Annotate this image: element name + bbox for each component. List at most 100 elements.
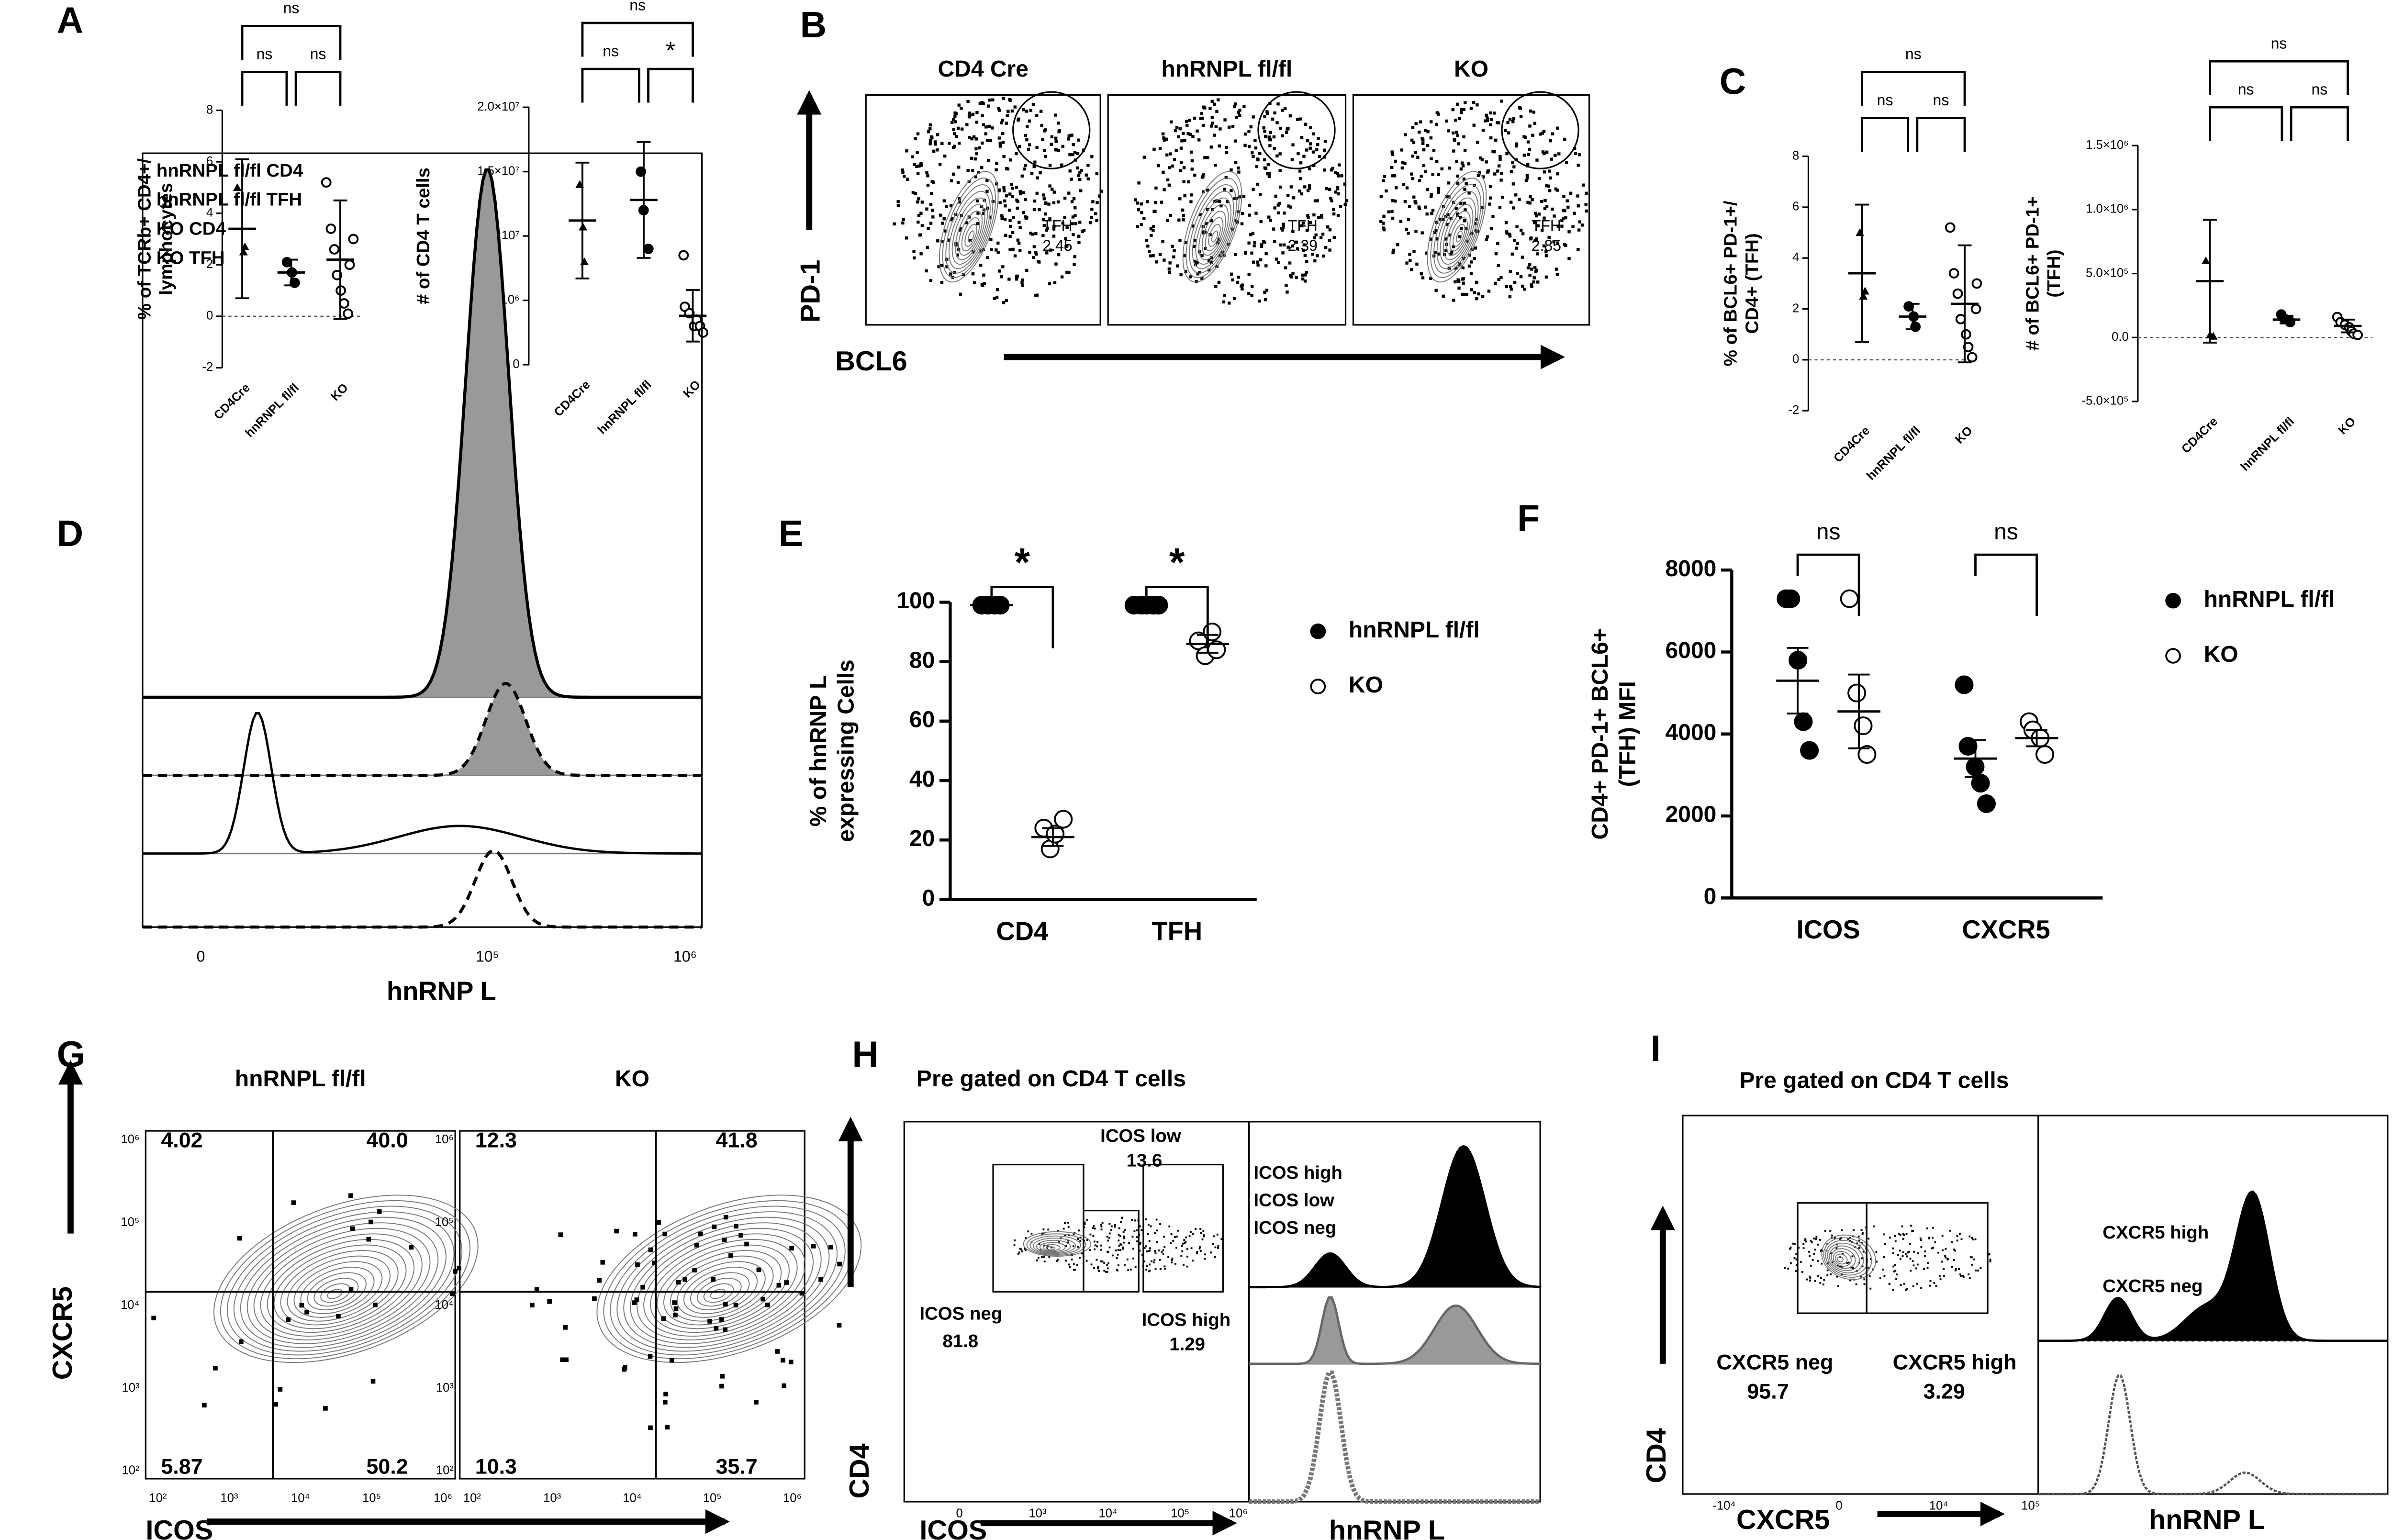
event-dot: [1100, 1260, 1102, 1262]
event-dot: [1315, 148, 1319, 152]
event-dot: [1507, 131, 1510, 134]
y-tick-label: 0: [922, 885, 935, 911]
event-dot: [1018, 1251, 1020, 1254]
histogram: [142, 712, 702, 855]
event-dot: [1258, 299, 1261, 303]
event-dot: [1029, 232, 1032, 235]
event-dot: [1023, 167, 1026, 171]
event-dot: [1455, 102, 1459, 106]
contour: [1443, 204, 1474, 260]
event-dot: [632, 1300, 637, 1305]
legend-label: CXCR5 neg: [2102, 1276, 2203, 1296]
event-dot: [1336, 186, 1339, 190]
event-dot: [1290, 158, 1294, 161]
event-dot: [1805, 1240, 1807, 1243]
event-dot: [1096, 1241, 1099, 1243]
event-dot: [1092, 1227, 1094, 1229]
event-dot: [1526, 163, 1530, 166]
histogram: [2038, 1374, 2388, 1495]
contour: [683, 1266, 758, 1314]
event-dot: [1419, 120, 1422, 123]
gate-value: 3.29: [1923, 1379, 1965, 1403]
event-dot: [1300, 135, 1304, 139]
event-dot: [1529, 109, 1532, 113]
event-dot: [1497, 278, 1500, 281]
event-dot: [336, 1314, 341, 1319]
event-dot: [1316, 199, 1319, 202]
event-dot: [1841, 1229, 1843, 1231]
axis-title: CD4: [844, 1443, 875, 1498]
event-dot: [1146, 200, 1149, 203]
event-dot: [1272, 135, 1276, 139]
event-dot: [720, 1373, 725, 1379]
event-dot: [1172, 1239, 1174, 1242]
event-dot: [1532, 111, 1536, 114]
event-dot: [1437, 187, 1441, 190]
event-dot: [1009, 224, 1012, 228]
event-dot: [1088, 221, 1092, 224]
event-dot: [998, 269, 1001, 273]
contour: [1449, 217, 1468, 252]
event-dot: [1123, 1237, 1125, 1239]
event-dot: [974, 147, 978, 151]
event-dot: [1206, 156, 1209, 159]
event-dot: [1574, 152, 1577, 156]
event-dot: [1496, 242, 1499, 246]
x-tick-label: 10³: [220, 1491, 238, 1505]
event-dot: [1863, 1278, 1866, 1281]
event-dot: [1941, 1235, 1944, 1237]
data-point: [678, 250, 689, 261]
event-dot: [1543, 207, 1547, 211]
event-dot: [1892, 1252, 1894, 1254]
event-dot: [1485, 237, 1488, 241]
x-tick-label: 10⁶: [673, 948, 697, 965]
event-dot: [1815, 1236, 1818, 1238]
event-dot: [896, 200, 900, 203]
event-dot: [1032, 245, 1036, 248]
event-dot: [1328, 238, 1331, 242]
contour: [955, 204, 985, 260]
event-dot: [985, 190, 989, 193]
event-dot: [1906, 1288, 1908, 1290]
event-dot: [1119, 1235, 1121, 1238]
data-point: [698, 327, 708, 338]
event-dot: [1067, 271, 1071, 274]
event-dot: [1167, 183, 1171, 187]
event-dot: [1011, 231, 1015, 234]
event-dot: [1907, 1251, 1909, 1254]
event-dot: [1222, 300, 1226, 304]
event-dot: [945, 265, 949, 268]
event-dot: [1242, 195, 1246, 199]
event-dot: [1163, 1265, 1166, 1268]
event-dot: [1172, 255, 1175, 259]
event-dot: [919, 163, 923, 167]
event-dot: [1062, 1228, 1065, 1230]
event-dot: [1107, 1262, 1110, 1264]
event-dot: [1217, 237, 1220, 241]
event-dot: [1219, 204, 1223, 208]
contour: [690, 1272, 750, 1311]
event-dot: [1174, 148, 1178, 152]
event-dot: [1252, 260, 1255, 264]
event-dot: [1008, 248, 1012, 252]
event-dot: [1856, 1242, 1858, 1245]
event-dot: [1233, 297, 1236, 300]
event-dot: [1085, 173, 1088, 177]
event-dot: [1247, 292, 1251, 295]
event-dot: [1136, 1240, 1138, 1242]
event-dot: [1193, 116, 1196, 120]
event-dot: [1446, 213, 1450, 216]
event-dot: [818, 1277, 823, 1282]
event-dot: [1143, 1260, 1145, 1262]
histogram: [142, 849, 702, 929]
event-dot: [1162, 1249, 1164, 1251]
event-dot: [1202, 173, 1206, 177]
event-dot: [1005, 299, 1008, 302]
event-dot: [1820, 1277, 1822, 1279]
event-dot: [1167, 1256, 1170, 1258]
y-tick-label: -2: [1788, 403, 1799, 417]
event-dot: [728, 1253, 733, 1258]
event-dot: [1511, 182, 1515, 186]
event-dot: [1256, 182, 1259, 186]
event-dot: [1306, 214, 1309, 217]
